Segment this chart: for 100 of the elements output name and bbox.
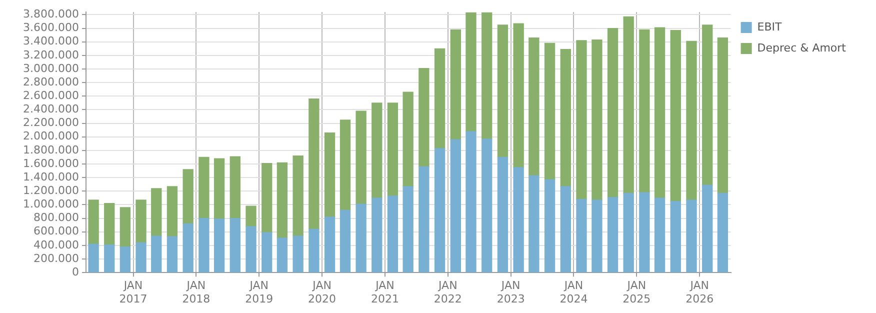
bar — [592, 39, 602, 200]
y-tick-label: 3.400.000 — [23, 34, 79, 48]
bar — [513, 23, 524, 168]
bar — [402, 186, 414, 272]
bar — [292, 236, 304, 272]
bar — [88, 200, 99, 244]
bar — [544, 42, 556, 180]
bar — [402, 92, 414, 187]
bar — [639, 29, 650, 193]
x-tick-label: JAN 2021 — [370, 279, 399, 306]
y-tick-label: 2.800.000 — [23, 75, 79, 88]
bar — [639, 192, 650, 272]
bar — [198, 218, 210, 272]
bar — [246, 226, 256, 272]
y-tick-label: 400.000 — [33, 238, 79, 252]
bar — [182, 223, 194, 272]
bar — [387, 102, 398, 196]
bar — [434, 48, 446, 149]
y-tick-label: 3.200.000 — [23, 48, 79, 62]
bar — [214, 218, 225, 272]
bar — [387, 196, 398, 272]
bar — [576, 40, 587, 200]
bar — [230, 156, 240, 219]
bar — [623, 192, 634, 272]
y-tick-label: 0 — [72, 265, 79, 278]
bar — [166, 186, 178, 237]
bar — [308, 98, 320, 230]
bar — [717, 192, 728, 272]
bar — [528, 37, 540, 176]
y-tick-label: 3.600.000 — [23, 21, 79, 34]
y-tick-label: 2.400.000 — [23, 102, 79, 116]
bar — [372, 198, 382, 272]
bar — [717, 37, 728, 194]
y-tick-label: 1.400.000 — [23, 170, 79, 184]
x-tick-label: JAN 2019 — [245, 279, 274, 306]
bar — [136, 200, 146, 244]
x-tick-label: JAN 2026 — [686, 279, 714, 306]
bar — [120, 207, 131, 248]
x-tick-label: JAN 2018 — [182, 279, 210, 306]
y-tick-label: 200.000 — [33, 252, 79, 265]
bar — [104, 203, 115, 246]
bar — [104, 244, 115, 272]
bar — [654, 198, 666, 272]
bar — [230, 218, 240, 272]
bar — [88, 244, 99, 272]
bar — [466, 12, 476, 132]
legend-label: EBIT — [757, 20, 782, 34]
x-tick-label: JAN 2024 — [560, 279, 588, 306]
x-tick-label: JAN 2022 — [434, 279, 462, 306]
bar — [670, 201, 681, 272]
bar — [324, 216, 336, 272]
bar — [246, 206, 256, 227]
bar — [292, 156, 304, 236]
bar — [623, 16, 634, 194]
x-tick-label: JAN 2020 — [308, 279, 336, 306]
bar — [528, 175, 540, 272]
bar — [356, 204, 366, 272]
bar — [560, 48, 571, 187]
bar — [576, 198, 587, 272]
bar — [560, 186, 571, 272]
y-tick-label: 2.600.000 — [23, 89, 79, 102]
bar — [372, 102, 382, 198]
bar — [654, 27, 666, 198]
bar — [544, 179, 556, 272]
bar — [324, 132, 336, 218]
x-tick-label: JAN 2023 — [496, 279, 525, 306]
bar — [702, 184, 713, 272]
bar — [418, 68, 430, 168]
bar — [151, 236, 162, 272]
y-tick-label: 800.000 — [33, 211, 79, 224]
y-tick-label: 600.000 — [33, 224, 79, 238]
bar — [276, 162, 288, 238]
bar — [466, 131, 476, 272]
y-tick-label: 1.600.000 — [23, 156, 79, 170]
bar — [670, 30, 681, 202]
bar — [497, 24, 508, 158]
y-tick-label: 2.000.000 — [23, 130, 79, 143]
bar — [340, 210, 351, 272]
bar — [340, 120, 351, 210]
bar — [276, 238, 288, 272]
legend-label: Deprec & Amort — [757, 41, 847, 54]
bar — [607, 28, 618, 198]
bar — [262, 163, 272, 233]
bar — [356, 110, 366, 204]
y-tick-label: 1.000.000 — [23, 198, 79, 211]
y-tick-label: 3.000.000 — [23, 62, 79, 75]
bar — [592, 200, 602, 272]
y-tick-label: 2.200.000 — [23, 116, 79, 130]
bar — [607, 196, 618, 272]
bar — [450, 29, 461, 140]
y-tick-label: 1.200.000 — [23, 184, 79, 198]
bar — [686, 200, 697, 272]
bar — [686, 40, 697, 200]
bar — [308, 228, 320, 272]
bar — [418, 166, 430, 272]
bar — [482, 138, 492, 272]
bar — [166, 236, 178, 272]
bar — [120, 246, 131, 272]
bar — [198, 156, 210, 219]
bar — [434, 148, 446, 272]
